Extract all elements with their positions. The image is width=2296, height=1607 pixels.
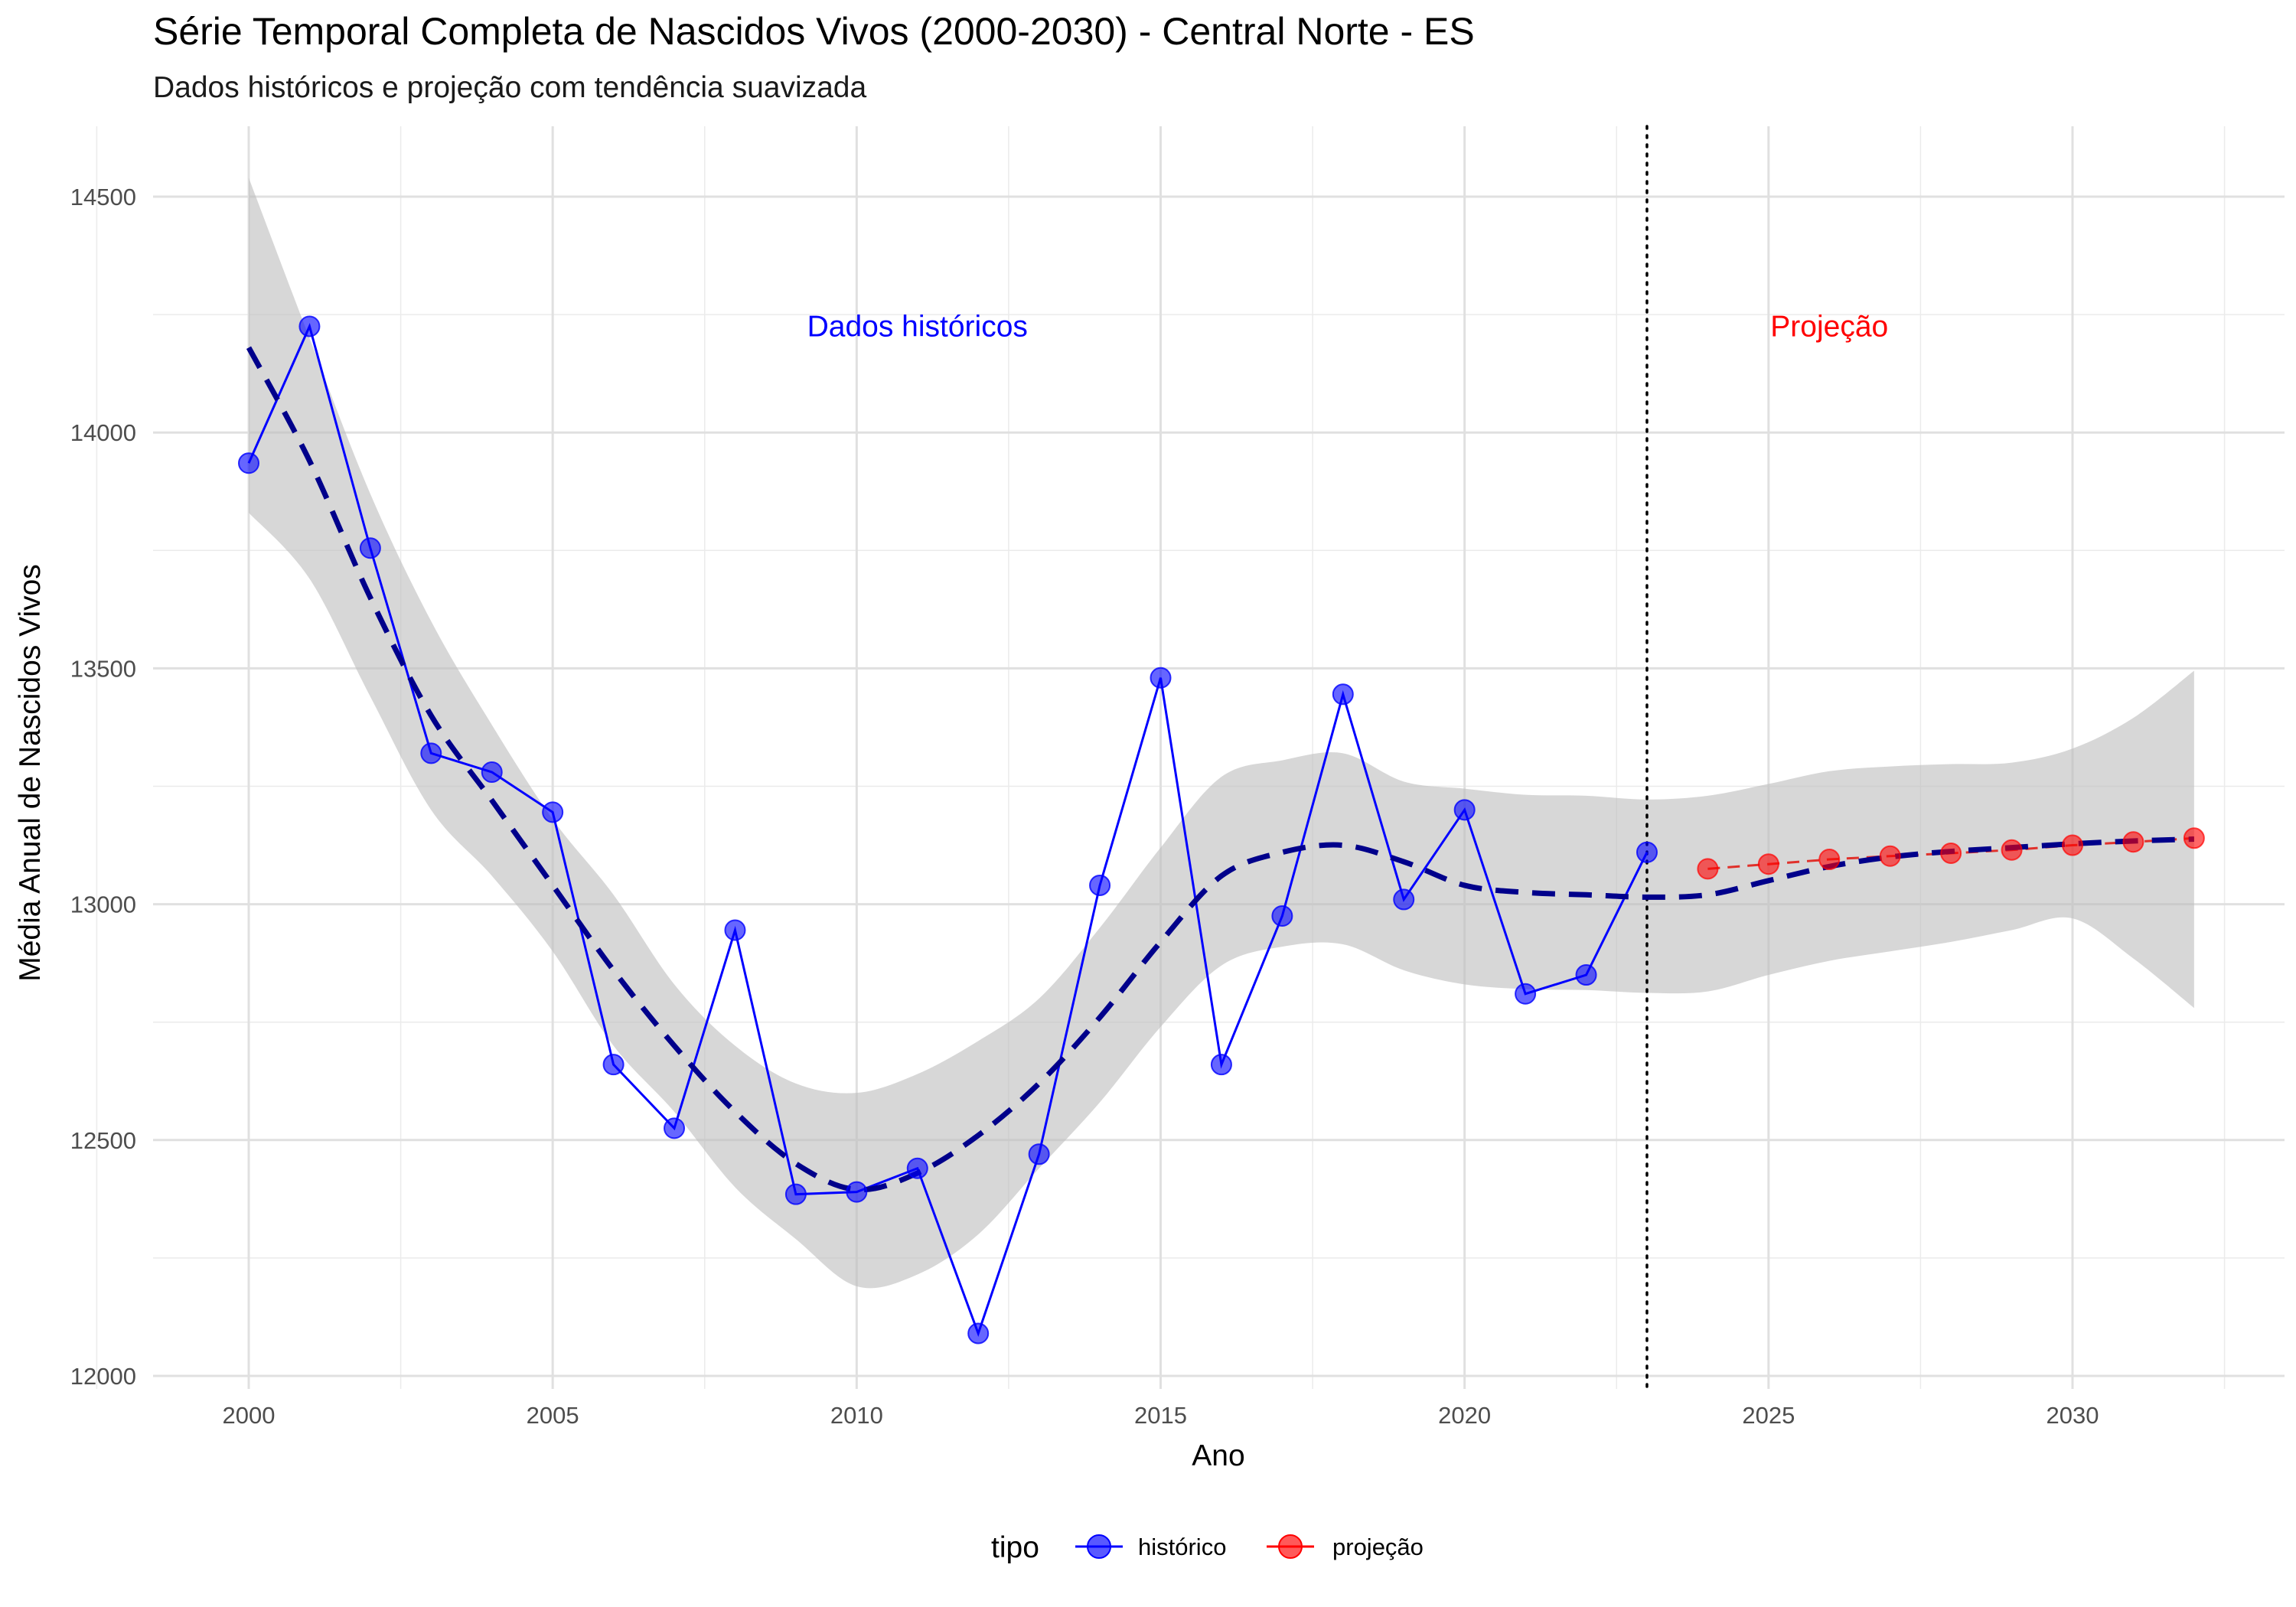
data-point-historico [1332, 683, 1354, 706]
y-axis-title: Média Anual de Nascidos Vivos [14, 564, 47, 982]
data-point-projecao [2183, 827, 2205, 849]
data-point-projecao [2122, 831, 2144, 853]
y-tick-label: 13000 [70, 892, 136, 918]
annotation-projecao: Projeção [1770, 311, 1888, 344]
x-axis-title: Ano [1192, 1439, 1244, 1472]
data-point-historico [906, 1157, 928, 1179]
data-point-historico [967, 1322, 990, 1345]
data-point-historico [1636, 841, 1658, 863]
legend-label-historico: histórico [1138, 1534, 1226, 1560]
annotation-dados-historicos: Dados históricos [807, 311, 1028, 344]
data-point-historico [420, 742, 442, 764]
chart-subtitle: Dados históricos e projeção com tendênci… [153, 71, 867, 104]
data-point-historico [238, 452, 259, 474]
annotation-layer: Dados históricos Projeção [807, 311, 1889, 344]
x-tick-label: 2025 [1742, 1402, 1795, 1429]
data-point-historico [1150, 667, 1172, 689]
confidence-band [249, 178, 2194, 1289]
x-tick-label: 2020 [1438, 1402, 1491, 1429]
data-point-historico [724, 919, 746, 941]
axis-tick-labels: 2000 2005 2010 2015 2020 2025 2030 12000 12500 13… [70, 184, 2099, 1429]
data-point-projecao [2001, 839, 2023, 861]
y-tick-label: 12000 [70, 1363, 136, 1390]
data-point-historico [481, 761, 503, 784]
chart-title: Série Temporal Completa de Nascidos Vivo… [153, 10, 1475, 53]
x-tick-label: 2015 [1134, 1402, 1187, 1429]
data-point-projecao [1757, 853, 1779, 875]
y-tick-label: 13500 [70, 655, 136, 682]
data-point-projecao [1940, 843, 1962, 865]
data-point-historico [1515, 983, 1537, 1005]
legend-key-historico-point [1087, 1534, 1111, 1559]
data-point-historico [1575, 964, 1597, 986]
data-point-projecao [1697, 858, 1719, 880]
data-point-historico [1393, 888, 1415, 911]
legend: tipo histórico projeção [991, 1531, 1424, 1564]
data-point-historico [1028, 1143, 1050, 1165]
data-point-historico [602, 1054, 625, 1076]
data-point-historico [1453, 799, 1476, 821]
y-tick-label: 14000 [70, 419, 136, 446]
data-point-historico [1271, 905, 1293, 927]
y-tick-label: 12500 [70, 1127, 136, 1154]
data-point-historico [784, 1183, 807, 1205]
series-point-layer [238, 315, 2205, 1345]
y-tick-label: 14500 [70, 184, 136, 210]
data-point-historico [1210, 1054, 1232, 1076]
x-tick-label: 2000 [223, 1402, 276, 1429]
data-point-projecao [1818, 849, 1841, 871]
data-point-projecao [1879, 845, 1901, 867]
data-point-historico [542, 801, 564, 823]
data-point-historico [298, 315, 321, 337]
data-point-historico [359, 537, 381, 559]
data-point-historico [846, 1181, 868, 1203]
data-point-projecao [2062, 834, 2083, 856]
x-tick-label: 2005 [527, 1402, 579, 1429]
legend-key-projecao-point [1278, 1534, 1303, 1559]
legend-label-projecao: projeção [1332, 1534, 1424, 1560]
x-tick-label: 2030 [2047, 1402, 2099, 1429]
data-point-historico [664, 1117, 686, 1139]
legend-title: tipo [991, 1531, 1039, 1564]
data-point-historico [1089, 874, 1111, 896]
x-tick-label: 2010 [830, 1402, 883, 1429]
confidence-band-layer [249, 178, 2194, 1289]
